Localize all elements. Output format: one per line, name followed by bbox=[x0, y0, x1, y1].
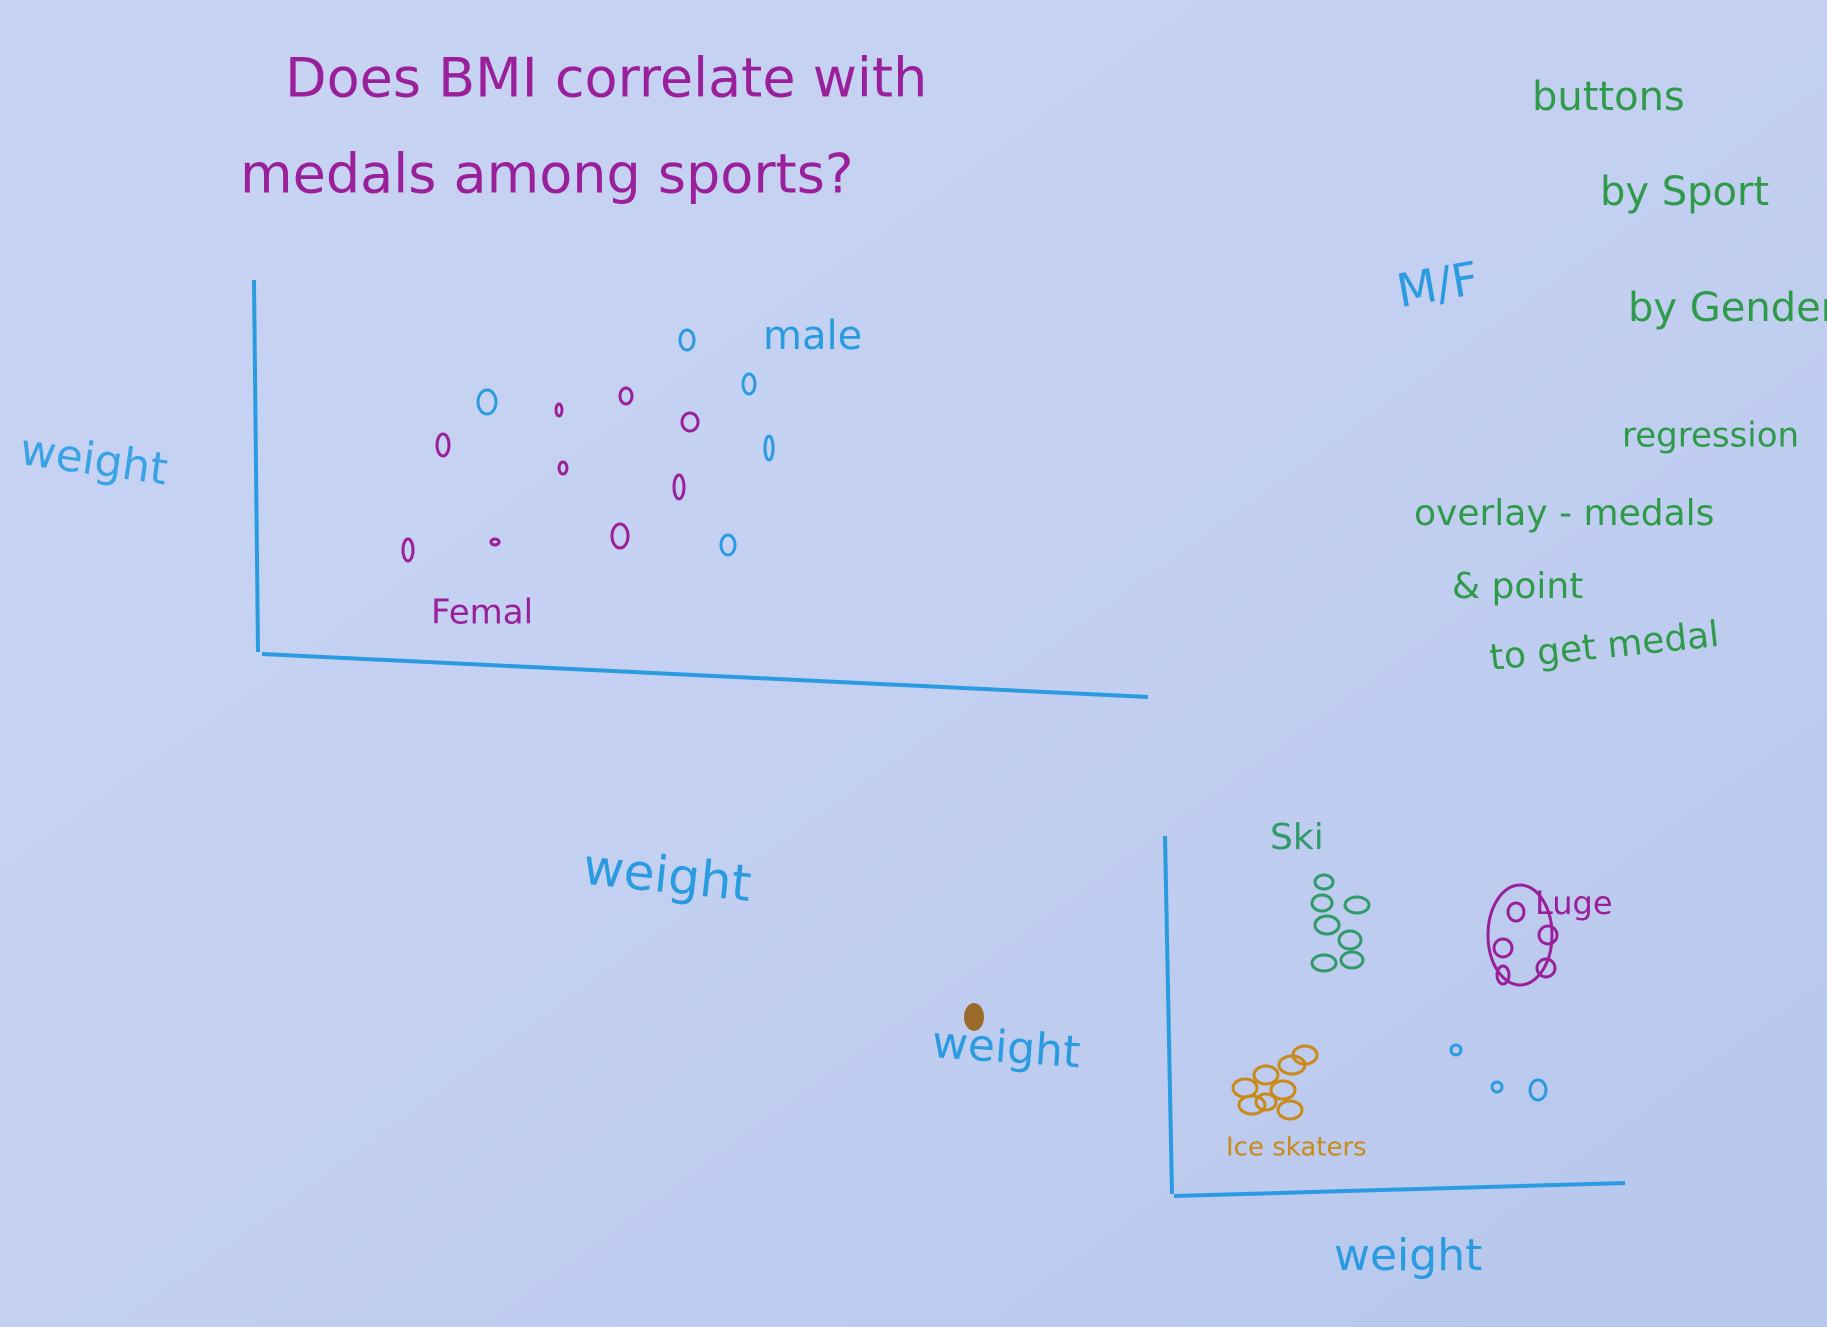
point bbox=[1276, 1099, 1304, 1121]
note-heading: buttons bbox=[1532, 74, 1685, 120]
note: overlay - medals bbox=[1414, 493, 1714, 534]
ski-cluster bbox=[1310, 873, 1371, 973]
point bbox=[489, 537, 501, 547]
sketch-points bbox=[401, 328, 775, 563]
point bbox=[763, 434, 775, 462]
point bbox=[719, 533, 737, 557]
cluster-label: Luge bbox=[1535, 884, 1613, 922]
title: Does BMI correlate with medals among spo… bbox=[240, 47, 927, 206]
point bbox=[1310, 893, 1334, 913]
point bbox=[435, 432, 451, 458]
luge-cluster bbox=[1486, 883, 1559, 987]
note: & point bbox=[1452, 566, 1583, 607]
point bbox=[680, 411, 700, 433]
point bbox=[618, 386, 634, 406]
note: by Gender bbox=[1628, 285, 1827, 331]
point bbox=[1449, 1043, 1463, 1057]
point bbox=[1269, 1079, 1297, 1101]
point bbox=[554, 402, 564, 418]
point bbox=[476, 388, 498, 416]
y-axis bbox=[1163, 835, 1174, 1195]
point bbox=[1343, 895, 1371, 915]
point bbox=[1254, 1092, 1278, 1112]
notes: buttons by Sport M/F by Gender regressio… bbox=[1393, 74, 1827, 679]
title-line: Does BMI correlate with bbox=[285, 47, 927, 110]
x-axis bbox=[1173, 1181, 1626, 1198]
point bbox=[1492, 937, 1514, 959]
y-axis bbox=[252, 279, 260, 653]
point bbox=[678, 328, 696, 352]
point bbox=[1291, 1044, 1319, 1066]
x-label: weight bbox=[1334, 1230, 1482, 1281]
point bbox=[401, 537, 415, 563]
point bbox=[557, 460, 569, 476]
note: regression bbox=[1622, 416, 1799, 456]
cluster-label: Ice skaters bbox=[1226, 1133, 1367, 1163]
other-points bbox=[1449, 1043, 1548, 1102]
note: by Sport bbox=[1600, 169, 1769, 215]
point bbox=[610, 522, 630, 550]
title-line: medals among sports? bbox=[240, 143, 854, 206]
point bbox=[1252, 1064, 1280, 1086]
floating-label: weight bbox=[930, 1017, 1082, 1078]
cluster-label: Ski bbox=[1270, 817, 1324, 858]
point bbox=[1535, 957, 1557, 979]
point bbox=[1495, 964, 1511, 986]
point bbox=[1528, 1078, 1548, 1102]
male-label: male bbox=[763, 313, 862, 359]
top-sketch: weight male Femal bbox=[17, 279, 1149, 699]
point bbox=[1313, 873, 1335, 891]
point bbox=[1490, 1080, 1504, 1094]
x-axis bbox=[261, 652, 1149, 699]
point bbox=[1337, 929, 1363, 951]
female-label: Femal bbox=[431, 593, 533, 633]
point bbox=[1506, 901, 1526, 923]
bottom-sketch: weight Ski Luge Ice skaters bbox=[1163, 817, 1626, 1281]
stain bbox=[964, 1003, 984, 1031]
ice-cluster bbox=[1231, 1044, 1319, 1121]
point bbox=[1537, 924, 1559, 946]
point bbox=[1237, 1094, 1267, 1116]
point bbox=[1313, 914, 1341, 936]
point bbox=[741, 372, 757, 396]
point bbox=[1339, 950, 1365, 970]
point bbox=[1310, 953, 1338, 973]
point bbox=[672, 473, 686, 501]
cluster-outline bbox=[1486, 883, 1554, 987]
